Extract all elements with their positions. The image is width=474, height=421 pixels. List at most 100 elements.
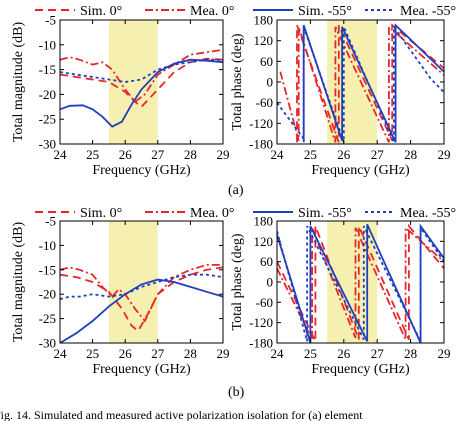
chart-panel-a-phase: 24 25 26 27 28 29 180 120 60 0 -60 -120 -180 Frequenc… xyxy=(230,13,451,179)
x-tick-label: 27 xyxy=(371,346,385,361)
x-tick-label: 28 xyxy=(404,346,417,361)
legend-entry-sim0: Sim. 0° xyxy=(35,4,122,19)
y-tick-label: -10 xyxy=(39,37,56,52)
highlight-band xyxy=(327,221,378,343)
legend-entry-mea55: Mea. -55° xyxy=(365,4,456,19)
chart-panel-a-magnitude: 24 25 26 27 28 29 -5 -10 -15 -20 -25 -30 Frequency (… xyxy=(11,13,230,179)
y-axis-label: Total phase (deg) xyxy=(230,33,245,130)
legend-entry-mea0: Mea. 0° xyxy=(145,4,234,19)
x-tick-label: 28 xyxy=(184,147,197,162)
plot-frame xyxy=(59,220,224,344)
y-tick-label: 0 xyxy=(267,75,274,90)
legend-label-mea55: Mea. -55° xyxy=(400,206,456,221)
legend-top: Sim. 0° Mea. 0° Sim. -55° Mea. -55° xyxy=(35,4,456,19)
y-tick-label: -5 xyxy=(45,214,56,229)
x-tick-label: 24 xyxy=(54,147,68,162)
y-tick-label: -20 xyxy=(39,287,56,302)
y-tick-label: 180 xyxy=(254,214,274,229)
y-tick-label: -60 xyxy=(256,95,273,110)
x-axis-label: Frequency (GHz) xyxy=(92,362,191,377)
y-tick-label: -15 xyxy=(39,262,56,277)
series-line-mea-55 xyxy=(277,224,444,342)
y-tick-label: -25 xyxy=(39,311,56,326)
legend-entry-sim55: Sim. -55° xyxy=(253,4,352,19)
y-tick-label: -5 xyxy=(45,13,56,28)
x-tick-label: 29 xyxy=(217,346,230,361)
y-tick-label: 120 xyxy=(254,234,274,249)
x-tick-label: 25 xyxy=(86,346,99,361)
x-tick-label: 26 xyxy=(119,147,133,162)
plot-frame xyxy=(59,19,224,145)
y-tick-label: -180 xyxy=(249,336,273,351)
y-tick-label: -10 xyxy=(39,238,56,253)
x-tick-label: 25 xyxy=(86,147,99,162)
y-tick-label: -15 xyxy=(39,62,56,77)
legend-label-sim55: Sim. -55° xyxy=(298,4,352,19)
series-line-mea0 xyxy=(279,24,444,143)
legend-label-sim0: Sim. 0° xyxy=(80,206,122,221)
x-tick-label: 29 xyxy=(217,147,230,162)
x-tick-label: 25 xyxy=(304,346,317,361)
y-tick-label: -30 xyxy=(39,336,56,351)
y-axis-label: Total magnitude (dB) xyxy=(11,222,26,343)
legend-bottom: Sim. 0° Mea. 0° Sim. -55° Mea. -55° xyxy=(35,206,456,221)
series-line-mea0 xyxy=(277,225,444,340)
x-tick-label: 27 xyxy=(151,147,165,162)
series-line-sim0 xyxy=(277,223,444,342)
y-tick-label: -25 xyxy=(39,112,56,127)
x-axis-label: Frequency (GHz) xyxy=(311,163,410,178)
y-tick-label: -180 xyxy=(249,137,273,152)
chart-panel-b-phase: 24 25 26 27 28 29 180 120 60 0 -60 -120 -180 Frequenc… xyxy=(230,214,451,378)
figure-caption: Fig. 14. Simulated and measured active p… xyxy=(0,408,363,421)
y-axis-label: Total phase (deg) xyxy=(230,233,245,330)
chart-panels: 24 25 26 27 28 29 -5 -10 -15 -20 -25 -30 Frequency (… xyxy=(11,13,451,378)
series-line-sim-55 xyxy=(277,223,444,343)
y-tick-label: -30 xyxy=(39,137,56,152)
x-tick-label: 28 xyxy=(404,147,417,162)
series-line-sim-55 xyxy=(60,278,223,343)
subfigure-label-b: (b) xyxy=(228,385,245,400)
x-tick-label: 24 xyxy=(271,147,285,162)
series-line-mea0 xyxy=(60,48,223,104)
x-tick-label: 26 xyxy=(337,346,351,361)
legend-label-mea55: Mea. -55° xyxy=(400,4,456,19)
legend-entry-mea0: Mea. 0° xyxy=(145,206,234,221)
x-tick-label: 25 xyxy=(304,147,317,162)
x-tick-label: 27 xyxy=(151,346,165,361)
series-line-sim-55 xyxy=(302,23,444,143)
x-tick-label: 29 xyxy=(438,147,451,162)
y-tick-label: -60 xyxy=(256,295,273,310)
series-line-sim0 xyxy=(60,266,223,333)
y-tick-label: -120 xyxy=(249,116,273,131)
x-tick-label: 28 xyxy=(184,346,197,361)
x-axis-label: Frequency (GHz) xyxy=(92,163,191,178)
legend-label-mea0: Mea. 0° xyxy=(190,4,234,19)
x-tick-label: 24 xyxy=(54,346,68,361)
legend-label-sim0: Sim. 0° xyxy=(80,4,122,19)
series-line-mea-55 xyxy=(60,273,223,300)
subfigure-label-a: (a) xyxy=(228,183,244,198)
chart-panel-b-magnitude: 24 25 26 27 28 29 -5 -10 -15 -20 -25 -30 Frequency (… xyxy=(11,214,230,378)
x-tick-label: 29 xyxy=(438,346,451,361)
legend-entry-mea55: Mea. -55° xyxy=(365,206,456,221)
x-tick-label: 26 xyxy=(337,147,351,162)
series-line-sim0 xyxy=(60,57,223,109)
x-axis-label: Frequency (GHz) xyxy=(311,362,410,377)
y-tick-label: 0 xyxy=(267,275,274,290)
legend-label-sim55: Sim. -55° xyxy=(298,206,352,221)
y-tick-label: 60 xyxy=(260,54,273,69)
legend-entry-sim0: Sim. 0° xyxy=(35,206,122,221)
x-tick-label: 26 xyxy=(119,346,133,361)
x-tick-label: 24 xyxy=(271,346,285,361)
y-tick-label: 120 xyxy=(254,33,274,48)
legend-label-mea0: Mea. 0° xyxy=(190,206,234,221)
series-line-sim0 xyxy=(296,23,444,143)
series-line-sim-55 xyxy=(60,58,223,128)
y-tick-label: -120 xyxy=(249,315,273,330)
y-tick-label: -20 xyxy=(39,87,56,102)
y-tick-label: 60 xyxy=(260,254,273,269)
legend-entry-sim55: Sim. -55° xyxy=(253,206,352,221)
x-tick-label: 27 xyxy=(371,147,385,162)
y-tick-label: 180 xyxy=(254,13,274,28)
